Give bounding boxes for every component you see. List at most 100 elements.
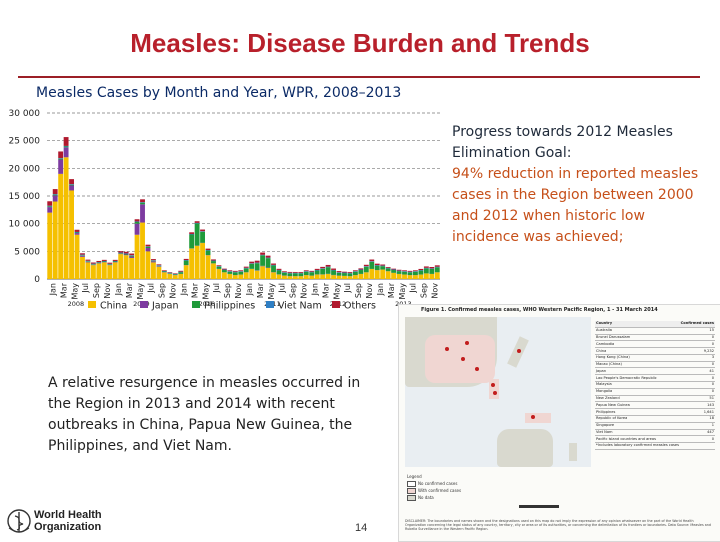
legend-swatch	[140, 301, 148, 308]
bar-segment-others	[326, 265, 331, 267]
bar-segment-viet-nam	[260, 255, 265, 256]
bar-segment-china	[146, 251, 151, 279]
bar-segment-china	[151, 262, 156, 279]
table-cell: Malaysia	[595, 382, 672, 389]
bar-segment-viet-nam	[124, 253, 129, 254]
bar-segment-others	[69, 179, 74, 184]
bar-segment-japan	[156, 266, 161, 267]
legend-label: Philippines	[204, 301, 255, 312]
bar-segment-china	[162, 272, 167, 279]
map-case-marker	[465, 341, 469, 345]
y-tick-label: 15 000	[9, 192, 41, 202]
bar-segment-viet-nam	[353, 271, 358, 272]
bar-segment-others	[402, 270, 407, 271]
bar-segment-viet-nam	[162, 271, 167, 272]
x-tick-month: May	[332, 283, 341, 300]
bar-segment-viet-nam	[282, 272, 287, 273]
bar-segment-viet-nam	[266, 258, 271, 259]
x-tick-month: Nov	[431, 283, 440, 299]
bar-segment-philippines	[167, 273, 172, 274]
bar-segment-philippines	[53, 195, 58, 196]
table-cell: 0	[672, 388, 715, 395]
x-tick-month: Jul	[278, 283, 287, 294]
bar-segment-viet-nam	[309, 272, 314, 273]
bar-segment-china	[271, 272, 276, 279]
chart-gridlines	[47, 113, 440, 279]
table-cell: Republic of Korea	[595, 415, 672, 422]
bar-segment-china	[211, 264, 216, 279]
bar-segment-others	[64, 137, 69, 146]
bar-segment-china	[391, 273, 396, 279]
bar-segment-china	[369, 269, 374, 279]
bar-segment-philippines	[86, 261, 91, 262]
x-tick-month: Nov	[169, 283, 178, 299]
bar-segment-china	[418, 275, 423, 279]
bar-segment-viet-nam	[298, 273, 303, 274]
bar-segment-others	[271, 264, 276, 265]
table-cell: 0	[672, 436, 715, 443]
table-cell: New Zealand	[595, 395, 672, 402]
chart-bars	[47, 137, 439, 279]
bar-segment-philippines	[386, 268, 391, 271]
bar-segment-philippines	[47, 206, 52, 207]
bar-segment-philippines	[195, 223, 200, 245]
bar-segment-philippines	[369, 262, 374, 269]
bar-segment-china	[408, 275, 413, 279]
x-tick-month: May	[136, 283, 145, 300]
bar-segment-philippines	[402, 272, 407, 275]
bar-segment-viet-nam	[217, 266, 222, 267]
bar-segment-viet-nam	[287, 273, 292, 274]
bar-segment-japan	[80, 256, 85, 257]
bar-segment-philippines	[293, 273, 298, 276]
bar-segment-philippines	[315, 271, 320, 275]
bar-segment-philippines	[397, 271, 402, 274]
bar-segment-china	[69, 190, 74, 279]
bar-segment-china	[266, 268, 271, 279]
bar-segment-philippines	[217, 267, 222, 269]
bar-segment-viet-nam	[364, 266, 369, 267]
bar-segment-others	[217, 265, 222, 266]
bar-segment-viet-nam	[80, 255, 85, 256]
bar-segment-viet-nam	[129, 255, 134, 256]
bar-segment-china	[348, 276, 353, 279]
x-tick-month: Sep	[158, 283, 167, 298]
y-tick-label: 0	[34, 275, 40, 285]
bar-segment-china	[244, 272, 249, 279]
bar-segment-viet-nam	[58, 158, 63, 159]
bar-segment-viet-nam	[402, 271, 407, 272]
elimination-goal-text: Progress towards 2012 Measles Eliminatio…	[452, 122, 710, 248]
bar-segment-viet-nam	[206, 250, 211, 251]
bar-segment-others	[47, 201, 52, 205]
x-tick-month: Sep	[289, 283, 298, 298]
bar-segment-others	[211, 259, 216, 260]
bar-segment-philippines	[200, 232, 205, 243]
bar-segment-viet-nam	[271, 265, 276, 266]
region-map	[405, 317, 591, 467]
bar-segment-philippines	[277, 270, 282, 274]
bar-segment-viet-nam	[348, 273, 353, 274]
bar-segment-others	[227, 270, 232, 271]
table-cell: 0	[672, 375, 715, 382]
bar-segment-viet-nam	[189, 234, 194, 235]
x-tick-month: Mar	[321, 282, 330, 298]
bar-segment-philippines	[255, 263, 260, 270]
bar-segment-viet-nam	[397, 271, 402, 272]
bar-segment-others	[75, 230, 80, 232]
bar-segment-china	[118, 254, 123, 279]
bar-segment-philippines	[173, 274, 178, 275]
bar-segment-others	[331, 269, 336, 270]
y-tick-label: 20 000	[9, 164, 41, 174]
bar-segment-others	[260, 253, 265, 255]
x-tick-month: Jul	[212, 283, 221, 294]
legend-label: Japan	[151, 301, 179, 312]
bar-segment-philippines	[162, 272, 167, 273]
bar-segment-others	[195, 221, 200, 223]
bar-segment-viet-nam	[146, 246, 151, 247]
x-tick-month: Mar	[190, 282, 199, 298]
table-cell: 51	[672, 395, 715, 402]
map-case-marker	[493, 391, 497, 395]
bar-segment-china	[309, 276, 314, 279]
